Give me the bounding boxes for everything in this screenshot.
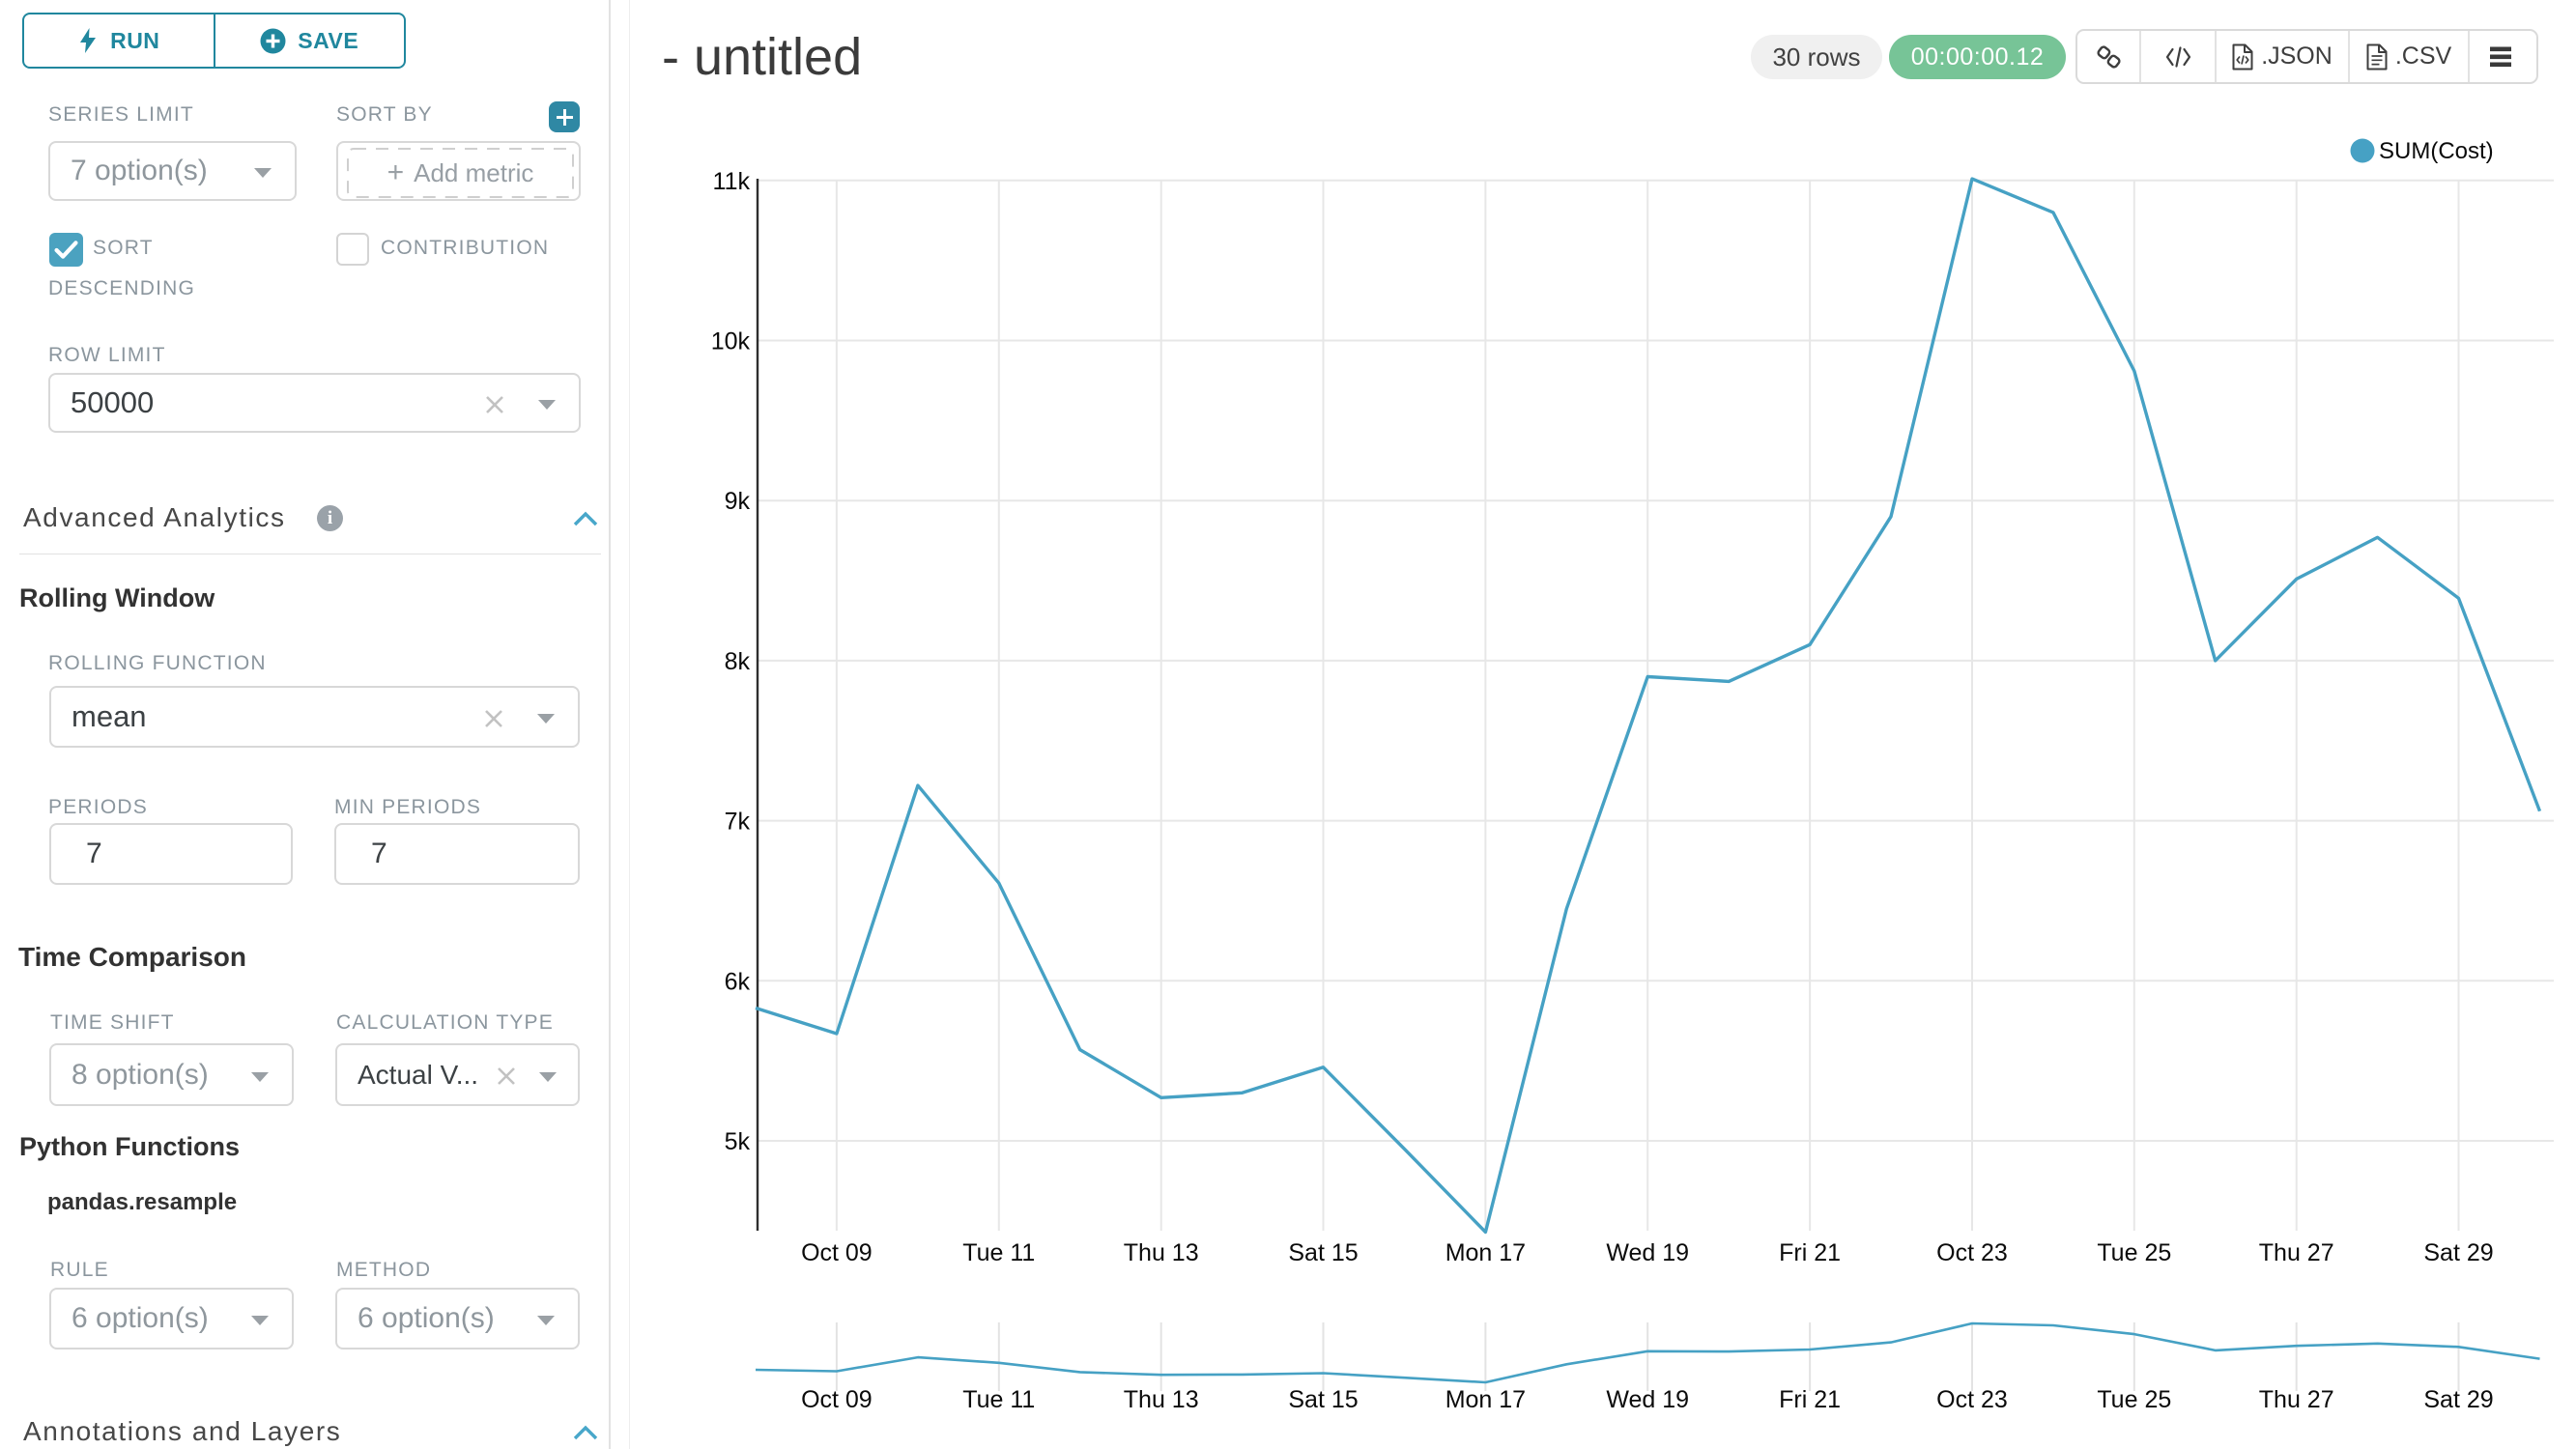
svg-text:Thu 27: Thu 27 — [2259, 1386, 2334, 1413]
svg-text:Wed 19: Wed 19 — [1606, 1386, 1689, 1413]
svg-text:6k: 6k — [725, 968, 751, 995]
svg-text:5k: 5k — [725, 1128, 751, 1155]
svg-text:Thu 27: Thu 27 — [2259, 1239, 2334, 1266]
svg-text:Oct 09: Oct 09 — [801, 1386, 873, 1413]
svg-text:9k: 9k — [725, 488, 751, 515]
svg-text:Tue 11: Tue 11 — [962, 1386, 1035, 1413]
svg-text:Fri 21: Fri 21 — [1779, 1239, 1841, 1266]
svg-text:Thu 13: Thu 13 — [1124, 1386, 1199, 1413]
svg-text:Tue 25: Tue 25 — [2097, 1239, 2171, 1266]
svg-text:10k: 10k — [711, 328, 751, 355]
svg-text:Sat 29: Sat 29 — [2423, 1239, 2493, 1266]
svg-text:Sat 15: Sat 15 — [1288, 1239, 1358, 1266]
svg-text:Mon 17: Mon 17 — [1445, 1386, 1526, 1413]
svg-text:Tue 11: Tue 11 — [962, 1239, 1035, 1266]
svg-text:Oct 09: Oct 09 — [801, 1239, 873, 1266]
svg-text:Wed 19: Wed 19 — [1606, 1239, 1689, 1266]
svg-text:Oct 23: Oct 23 — [1936, 1239, 2008, 1266]
svg-text:11k: 11k — [713, 168, 751, 195]
svg-text:7k: 7k — [725, 809, 751, 836]
svg-text:Mon 17: Mon 17 — [1445, 1239, 1526, 1266]
svg-text:Tue 25: Tue 25 — [2097, 1386, 2171, 1413]
svg-text:Oct 23: Oct 23 — [1936, 1386, 2008, 1413]
svg-text:8k: 8k — [725, 648, 751, 675]
svg-text:SUM(Cost): SUM(Cost) — [2379, 138, 2494, 164]
svg-text:Fri 21: Fri 21 — [1779, 1386, 1841, 1413]
svg-text:Sat 15: Sat 15 — [1288, 1386, 1358, 1413]
svg-text:Thu 13: Thu 13 — [1124, 1239, 1199, 1266]
svg-text:Sat 29: Sat 29 — [2423, 1386, 2493, 1413]
